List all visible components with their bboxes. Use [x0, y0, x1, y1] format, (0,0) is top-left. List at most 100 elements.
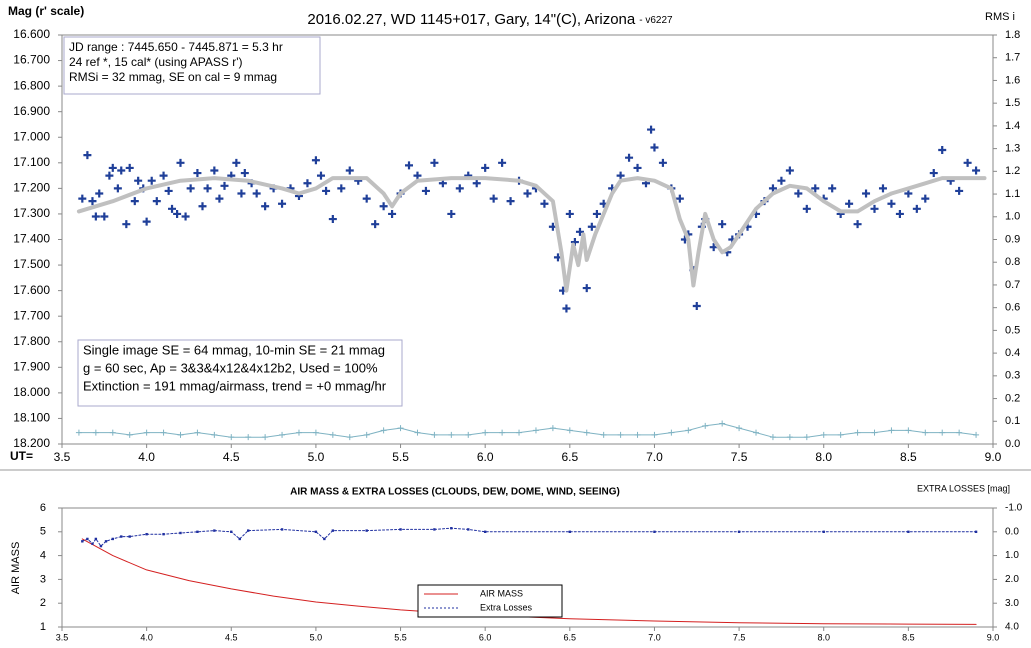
rms-point	[245, 434, 252, 441]
rms-point	[803, 434, 810, 441]
x-tick-label: 7.0	[648, 632, 661, 642]
legend-label: Extra Losses	[480, 602, 533, 612]
loss-point	[907, 530, 910, 533]
data-point	[802, 204, 811, 213]
y-tick-label: 17.500	[13, 257, 50, 271]
x-axis-label: UT=	[10, 449, 33, 463]
data-point	[811, 184, 820, 193]
y2-tick-label: 0.5	[1005, 324, 1020, 336]
annotation-text: RMSi = 32 mmag, SE on cal = 9 mmag	[69, 70, 277, 84]
x-tick-label: 5.5	[392, 450, 409, 464]
data-point	[929, 169, 938, 178]
legend-label: AIR MASS	[480, 588, 523, 598]
y-tick-label: 17.200	[13, 181, 50, 195]
loss-point	[974, 530, 978, 533]
data-point	[912, 204, 921, 213]
rms-point	[295, 429, 302, 436]
y2-tick-label: 2.0	[1005, 574, 1019, 585]
data-point	[311, 156, 320, 165]
y2-tick-label: 0.8	[1005, 256, 1020, 268]
data-point	[972, 166, 981, 175]
data-point	[481, 163, 490, 172]
rms-point	[499, 429, 506, 436]
loss-point	[99, 544, 103, 548]
x-tick-label: 7.0	[646, 450, 663, 464]
rms-point	[634, 431, 641, 438]
annotation-box	[63, 36, 321, 95]
rms-point	[973, 431, 980, 438]
loss-point	[128, 535, 131, 538]
rms-point	[854, 429, 861, 436]
loss-point	[568, 530, 572, 533]
rms-point	[228, 434, 235, 441]
y2-tick-label: 1.3	[1005, 143, 1020, 155]
x-tick-label: 5.0	[310, 632, 323, 642]
data-point	[650, 143, 659, 152]
data-point	[186, 184, 195, 193]
data-point	[95, 189, 104, 198]
data-point	[278, 199, 287, 208]
x-tick-label: 7.5	[733, 632, 746, 642]
data-point	[142, 217, 151, 226]
data-point	[164, 186, 173, 195]
y2-axis-label: RMS i	[985, 11, 1015, 23]
y2-tick-label: 0.4	[1005, 347, 1020, 359]
loss-point	[483, 530, 487, 533]
data-point	[100, 212, 109, 221]
data-point	[540, 199, 549, 208]
y2-tick-label: 0.6	[1005, 302, 1020, 314]
rms-point	[262, 434, 269, 441]
data-point	[777, 176, 786, 185]
y-tick-label: 1	[40, 621, 46, 633]
data-point	[862, 189, 871, 198]
data-point	[220, 181, 229, 190]
data-point	[113, 184, 122, 193]
data-point	[405, 161, 414, 170]
loss-point	[238, 537, 241, 541]
y-tick-label: 17.800	[13, 334, 50, 348]
loss-point	[94, 537, 98, 541]
data-point	[633, 163, 642, 172]
data-point	[675, 194, 684, 203]
x-tick-label: 3.5	[54, 450, 71, 464]
annotation-text: 24 ref *, 15 cal* (using APASS r')	[69, 55, 242, 69]
rms-point	[786, 434, 793, 441]
data-point	[718, 220, 727, 229]
y-tick-label: 3	[40, 573, 46, 585]
data-point	[362, 194, 371, 203]
annotation-box	[77, 339, 403, 407]
rms-point	[685, 427, 692, 434]
data-point	[91, 212, 100, 221]
data-point	[181, 212, 190, 221]
data-point	[168, 204, 177, 213]
rms-point	[465, 431, 472, 438]
data-point	[173, 209, 182, 218]
data-point	[240, 169, 249, 178]
y-tick-label: 5	[40, 526, 46, 538]
annotation-text: JD range : 7445.650 - 7445.871 = 5.3 hr	[69, 40, 283, 54]
loss-point	[145, 532, 148, 536]
x-tick-label: 9.0	[987, 632, 1000, 642]
x-tick-label: 6.0	[479, 632, 492, 642]
data-point	[498, 158, 507, 167]
y2-tick-label: 1.0	[1005, 211, 1020, 223]
data-point	[388, 209, 397, 218]
data-point	[159, 171, 168, 180]
y2-tick-label: 0.9	[1005, 233, 1020, 245]
y2-tick-label: 1.0	[1005, 550, 1019, 561]
data-point	[328, 215, 337, 224]
data-point	[176, 158, 185, 167]
rms-point	[312, 429, 319, 436]
data-point	[108, 163, 117, 172]
data-point	[878, 184, 887, 193]
data-point	[921, 194, 930, 203]
loss-point	[162, 532, 165, 536]
series-line	[81, 538, 977, 625]
rms-point	[651, 431, 658, 438]
loss-point	[179, 531, 182, 535]
data-point	[203, 184, 212, 193]
rms-point	[532, 427, 539, 434]
data-point	[887, 199, 896, 208]
x-tick-label: 4.0	[140, 632, 153, 642]
